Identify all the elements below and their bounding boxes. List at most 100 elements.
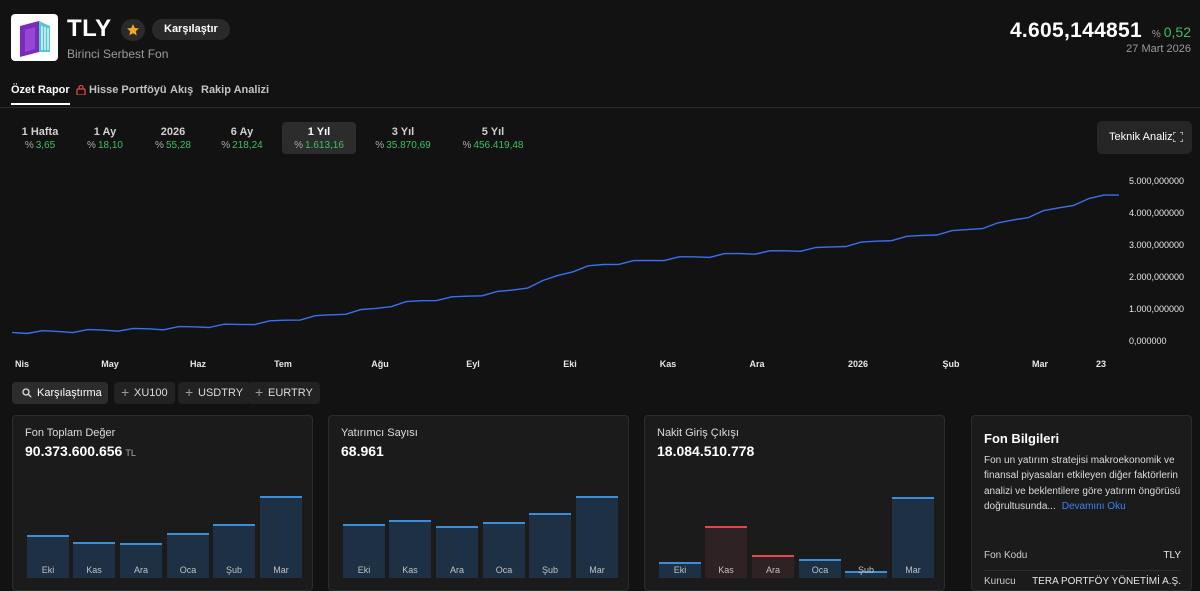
compare-button[interactable]: Karşılaştır (152, 19, 230, 40)
card-yatirimci-sayisi[interactable]: Yatırımcı Sayısı 68.961 Eki Kas Ara Oca Şub M… (328, 415, 629, 591)
card-value: 90.373.600.656 TL (25, 443, 136, 459)
compare-row: Karşılaştırma + XU100 + USDTRY + EURTRY (0, 382, 1200, 404)
card-bar (436, 526, 478, 578)
compare-chip-usdtry[interactable]: + USDTRY (178, 382, 251, 404)
card-bar-label: Mar (589, 565, 605, 575)
period-5-yil[interactable]: 5 Yıl % 456.419,48 (452, 122, 534, 154)
card-value-unit: TL (125, 448, 136, 458)
tab-ozet-rapor[interactable]: Özet Rapor (11, 84, 70, 105)
compare-chip-eurtry[interactable]: + EURTRY (248, 382, 320, 404)
period-2026[interactable]: 2026 % 55,28 (144, 122, 202, 154)
period-prefix: % (155, 140, 164, 151)
card-bar-label: Ara (449, 565, 464, 575)
tab-label: Özet Rapor (11, 84, 70, 96)
card-bar-label: Ara (133, 565, 148, 575)
expand-icon (1173, 132, 1183, 142)
compare-chip-xu100[interactable]: + XU100 (114, 382, 175, 404)
period-1-hafta[interactable]: 1 Hafta % 3,65 (11, 122, 69, 154)
fund-info-title: Fon Bilgileri (984, 431, 1060, 446)
x-tick-label: Eki (563, 359, 577, 369)
technical-analysis-button[interactable]: Teknik Analiz (1097, 121, 1192, 154)
compare-chip-label: XU100 (134, 387, 168, 399)
price-chart[interactable]: 5.000,000000 4.000,000000 3.000,000000 2… (0, 160, 1200, 375)
tab-label: Rakip Analizi (201, 84, 270, 96)
x-tick-label: Şub (942, 359, 960, 369)
period-return: % 456.419,48 (452, 140, 534, 151)
x-tick-label: Ara (749, 359, 765, 369)
info-row-kurucu: Kurucu TERA PORTFÖY YÖNETİMİ A.Ş. (984, 576, 1181, 587)
period-3-yil[interactable]: 3 Yıl % 35.870,69 (364, 122, 442, 154)
plus-icon: + (185, 384, 194, 400)
y-tick-label: 2.000,000000 (1129, 272, 1185, 282)
favorite-button[interactable] (121, 19, 145, 41)
period-value: 218,24 (232, 140, 263, 151)
fund-name: Birinci Serbest Fon (67, 47, 169, 61)
card-bar (73, 542, 115, 578)
technical-analysis-label: Teknik Analiz (1109, 131, 1173, 143)
plus-icon: + (121, 384, 130, 400)
card-bar (705, 526, 747, 578)
card-bar (576, 496, 618, 578)
card-bar (343, 524, 385, 578)
compare-search-label: Karşılaştırma (37, 387, 102, 399)
card-bar-label: Mar (273, 565, 289, 575)
fund-code: TLY (67, 15, 112, 42)
period-prefix: % (375, 140, 385, 151)
tab-hisse-portfoyu[interactable]: Hisse Portföyü (76, 84, 167, 96)
change-prefix: % (1151, 29, 1161, 40)
period-1-ay[interactable]: 1 Ay % 18,10 (76, 122, 134, 154)
y-tick-label: 5.000,000000 (1129, 176, 1185, 186)
y-tick-label: 3.000,000000 (1129, 240, 1185, 250)
info-row-value: TERA PORTFÖY YÖNETİMİ A.Ş. (1032, 576, 1181, 587)
period-prefix: % (462, 140, 472, 151)
period-return: % 218,24 (210, 140, 274, 151)
period-label: 6 Ay (230, 126, 254, 138)
card-value-number: 90.373.600.656 (25, 443, 123, 459)
card-bar-label: Ara (765, 565, 780, 575)
card-bar (213, 524, 255, 578)
tab-label: Akış (170, 84, 194, 96)
period-return: % 35.870,69 (364, 140, 442, 151)
period-return: % 18,10 (76, 140, 134, 151)
card-fon-toplam-deger[interactable]: Fon Toplam Değer 90.373.600.656 TL Eki Kas… (12, 415, 313, 591)
period-value: 35.870,69 (386, 140, 431, 151)
period-1-yil[interactable]: 1 Yıl % 1.613,16 (282, 122, 356, 154)
card-title: Nakit Giriş Çıkışı (657, 427, 739, 439)
fund-price: 4.605,144851 (1009, 19, 1142, 42)
card-bar (799, 559, 841, 578)
card-bar (529, 513, 571, 578)
period-value: 1.613,16 (304, 140, 344, 151)
period-value: 55,28 (165, 140, 191, 151)
card-bar-label: Şub (225, 565, 242, 575)
period-prefix: % (87, 140, 96, 151)
y-tick-label: 0,000000 (1129, 336, 1167, 346)
period-6-ay[interactable]: 6 Ay % 218,24 (210, 122, 274, 154)
card-bar (752, 555, 794, 578)
compare-chip-label: EURTRY (268, 387, 313, 399)
card-bar-chart: Eki Kas Ara Oca Şub Mar (645, 486, 944, 578)
card-bar (659, 562, 701, 578)
price-chart-canvas (11, 194, 1119, 335)
price-change: % 0,52 (1152, 24, 1191, 40)
card-bar-label: Şub (857, 565, 874, 575)
y-tick-label: 1.000,000000 (1129, 304, 1185, 314)
star-icon (127, 24, 139, 36)
info-divider (984, 570, 1181, 571)
card-bar-label: Eki (357, 565, 371, 575)
card-bar (260, 496, 302, 578)
compare-search-button[interactable]: Karşılaştırma (12, 382, 108, 404)
fund-logo (11, 14, 58, 61)
card-nakit-giris-cikisi[interactable]: Nakit Giriş Çıkışı 18.084.510.778 Eki Kas… (644, 415, 945, 591)
card-bar-label: Kas (402, 565, 418, 575)
info-row-value: TLY (1163, 550, 1181, 561)
info-row-label: Kurucu (984, 576, 1016, 587)
tab-akis[interactable]: Akış (170, 84, 193, 96)
card-title: Fon Toplam Değer (25, 427, 116, 439)
read-more-link[interactable]: Devamını Oku (1061, 500, 1126, 512)
tab-label: Hisse Portföyü (89, 84, 167, 96)
card-bar (483, 522, 525, 578)
tab-rakip-analizi[interactable]: Rakip Analizi (201, 84, 269, 96)
card-bar-label: Şub (541, 565, 558, 575)
period-prefix: % (294, 140, 303, 151)
card-value: 68.961 (341, 443, 384, 459)
